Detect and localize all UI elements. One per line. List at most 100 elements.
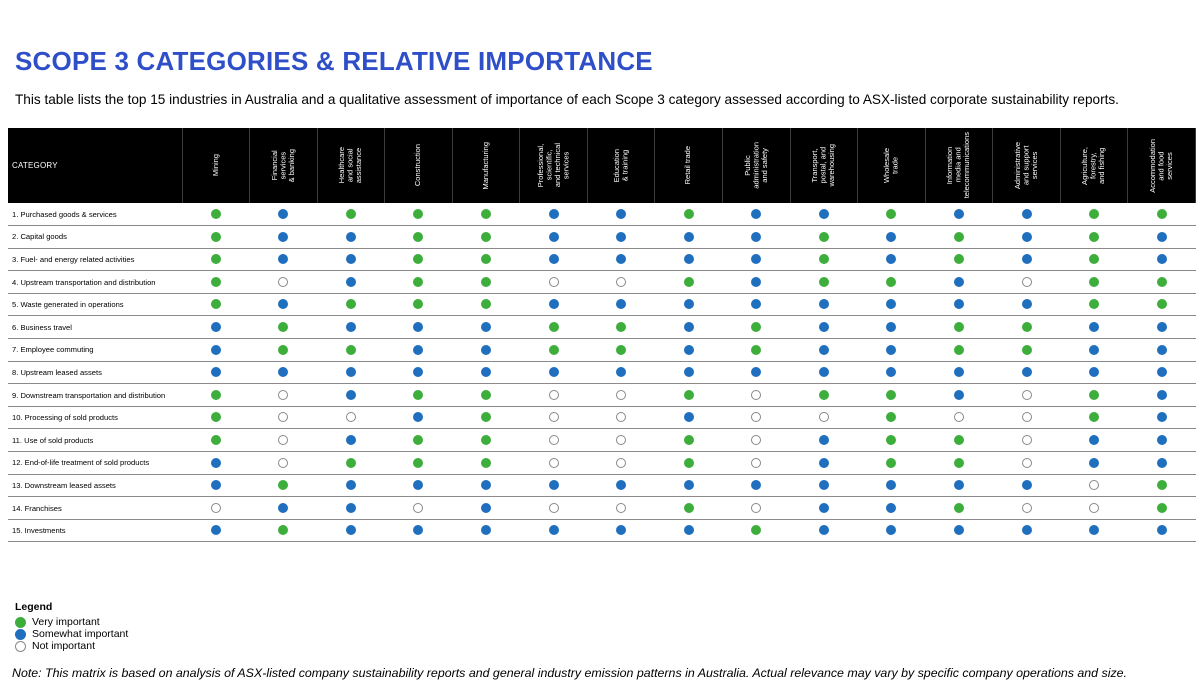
somewhat-important-dot	[548, 208, 559, 219]
somewhat-important-dot	[1156, 457, 1167, 468]
table-header: CATEGORY Mining Financial services & bank…	[8, 128, 1196, 203]
somewhat-important-dot	[886, 322, 897, 333]
somewhat-important-dot	[1021, 208, 1032, 219]
importance-cell	[857, 474, 926, 498]
somewhat-important-dot	[1156, 231, 1167, 242]
somewhat-important-dot	[751, 299, 762, 310]
very-important-dot	[210, 208, 221, 219]
importance-cell	[722, 519, 791, 543]
legend-item: Very important	[15, 616, 128, 628]
table-row: 12. End-of-life treatment of sold produc…	[8, 451, 1196, 475]
industry-label: Accommodation and food services	[1147, 138, 1174, 193]
very-important-dot	[1089, 299, 1100, 310]
importance-cell	[384, 428, 453, 453]
somewhat-important-dot	[683, 299, 694, 310]
importance-cell	[182, 315, 250, 340]
importance-cell	[587, 203, 655, 227]
importance-cell	[722, 248, 791, 272]
importance-cell	[1060, 383, 1128, 407]
very-important-dot	[345, 344, 356, 355]
very-important-dot	[953, 502, 964, 513]
importance-cell	[857, 496, 926, 520]
somewhat-important-dot	[1089, 525, 1100, 536]
industry-column-header: Education & training	[587, 128, 656, 203]
industry-column-header: Wholesale trade	[857, 128, 926, 203]
very-important-dot	[210, 412, 221, 423]
industry-label: Professional, scientific, and technical …	[535, 143, 571, 188]
somewhat-important-dot	[751, 480, 762, 491]
somewhat-important-dot	[953, 480, 964, 491]
importance-cell	[452, 293, 520, 317]
importance-cell	[857, 203, 926, 227]
very-important-dot	[683, 457, 694, 468]
importance-cell	[317, 361, 385, 385]
importance-cell	[654, 203, 723, 227]
importance-cell	[925, 338, 993, 362]
importance-cell	[587, 496, 655, 520]
very-important-dot	[413, 299, 424, 310]
importance-cell	[317, 338, 385, 362]
importance-cell	[452, 203, 520, 227]
importance-cell	[384, 248, 453, 272]
importance-cell	[790, 406, 858, 430]
importance-cell	[452, 270, 520, 294]
very-important-dot	[818, 276, 829, 287]
importance-cell	[925, 293, 993, 317]
somewhat-important-dot	[345, 367, 356, 378]
not-important-dot	[548, 276, 559, 287]
somewhat-important-dot	[616, 231, 627, 242]
importance-cell	[1127, 203, 1196, 227]
very-important-dot	[953, 457, 964, 468]
importance-cell	[722, 451, 791, 475]
importance-cell	[1060, 474, 1128, 498]
category-label: 2. Capital goods	[8, 225, 182, 249]
importance-cell	[384, 361, 453, 385]
importance-cell	[1060, 428, 1128, 453]
importance-cell	[654, 519, 723, 543]
importance-cell	[992, 474, 1061, 498]
very-important-dot	[886, 276, 897, 287]
importance-cell	[519, 428, 588, 453]
importance-cell	[1060, 225, 1128, 249]
importance-cell	[654, 270, 723, 294]
importance-cell	[452, 383, 520, 407]
somewhat-important-dot	[616, 525, 627, 536]
not-important-dot	[278, 412, 289, 423]
importance-cell	[857, 338, 926, 362]
importance-cell	[587, 361, 655, 385]
somewhat-important-dot	[548, 525, 559, 536]
importance-cell	[857, 293, 926, 317]
importance-cell	[992, 315, 1061, 340]
category-label: 9. Downstream transportation and distrib…	[8, 383, 182, 407]
industry-label: Transport, postal, and warehousing	[810, 144, 837, 187]
importance-cell	[1127, 406, 1196, 430]
somewhat-important-dot	[481, 525, 492, 536]
importance-cell	[317, 203, 385, 227]
importance-cell	[182, 338, 250, 362]
very-important-dot	[210, 276, 221, 287]
importance-cell	[654, 496, 723, 520]
importance-cell	[384, 383, 453, 407]
importance-cell	[790, 338, 858, 362]
somewhat-important-dot	[953, 208, 964, 219]
somewhat-important-dot	[1089, 457, 1100, 468]
importance-cell	[182, 248, 250, 272]
somewhat-important-dot	[1156, 344, 1167, 355]
importance-cell	[317, 519, 385, 543]
importance-cell	[925, 519, 993, 543]
very-important-dot	[818, 389, 829, 400]
importance-cell	[722, 496, 791, 520]
somewhat-important-dot	[345, 480, 356, 491]
importance-cell	[249, 428, 318, 453]
importance-cell	[519, 519, 588, 543]
importance-cell	[249, 270, 318, 294]
somewhat-important-dot	[481, 344, 492, 355]
not-important-dot	[751, 435, 762, 445]
industry-label: Information media and telecommunications	[945, 132, 972, 199]
page-subtitle: This table lists the top 15 industries i…	[15, 92, 1119, 107]
very-important-dot	[1156, 299, 1167, 310]
legend-items: Very important Somewhat important Not impo…	[15, 616, 128, 652]
somewhat-important-dot	[345, 435, 356, 445]
importance-cell	[182, 406, 250, 430]
importance-cell	[1060, 338, 1128, 362]
